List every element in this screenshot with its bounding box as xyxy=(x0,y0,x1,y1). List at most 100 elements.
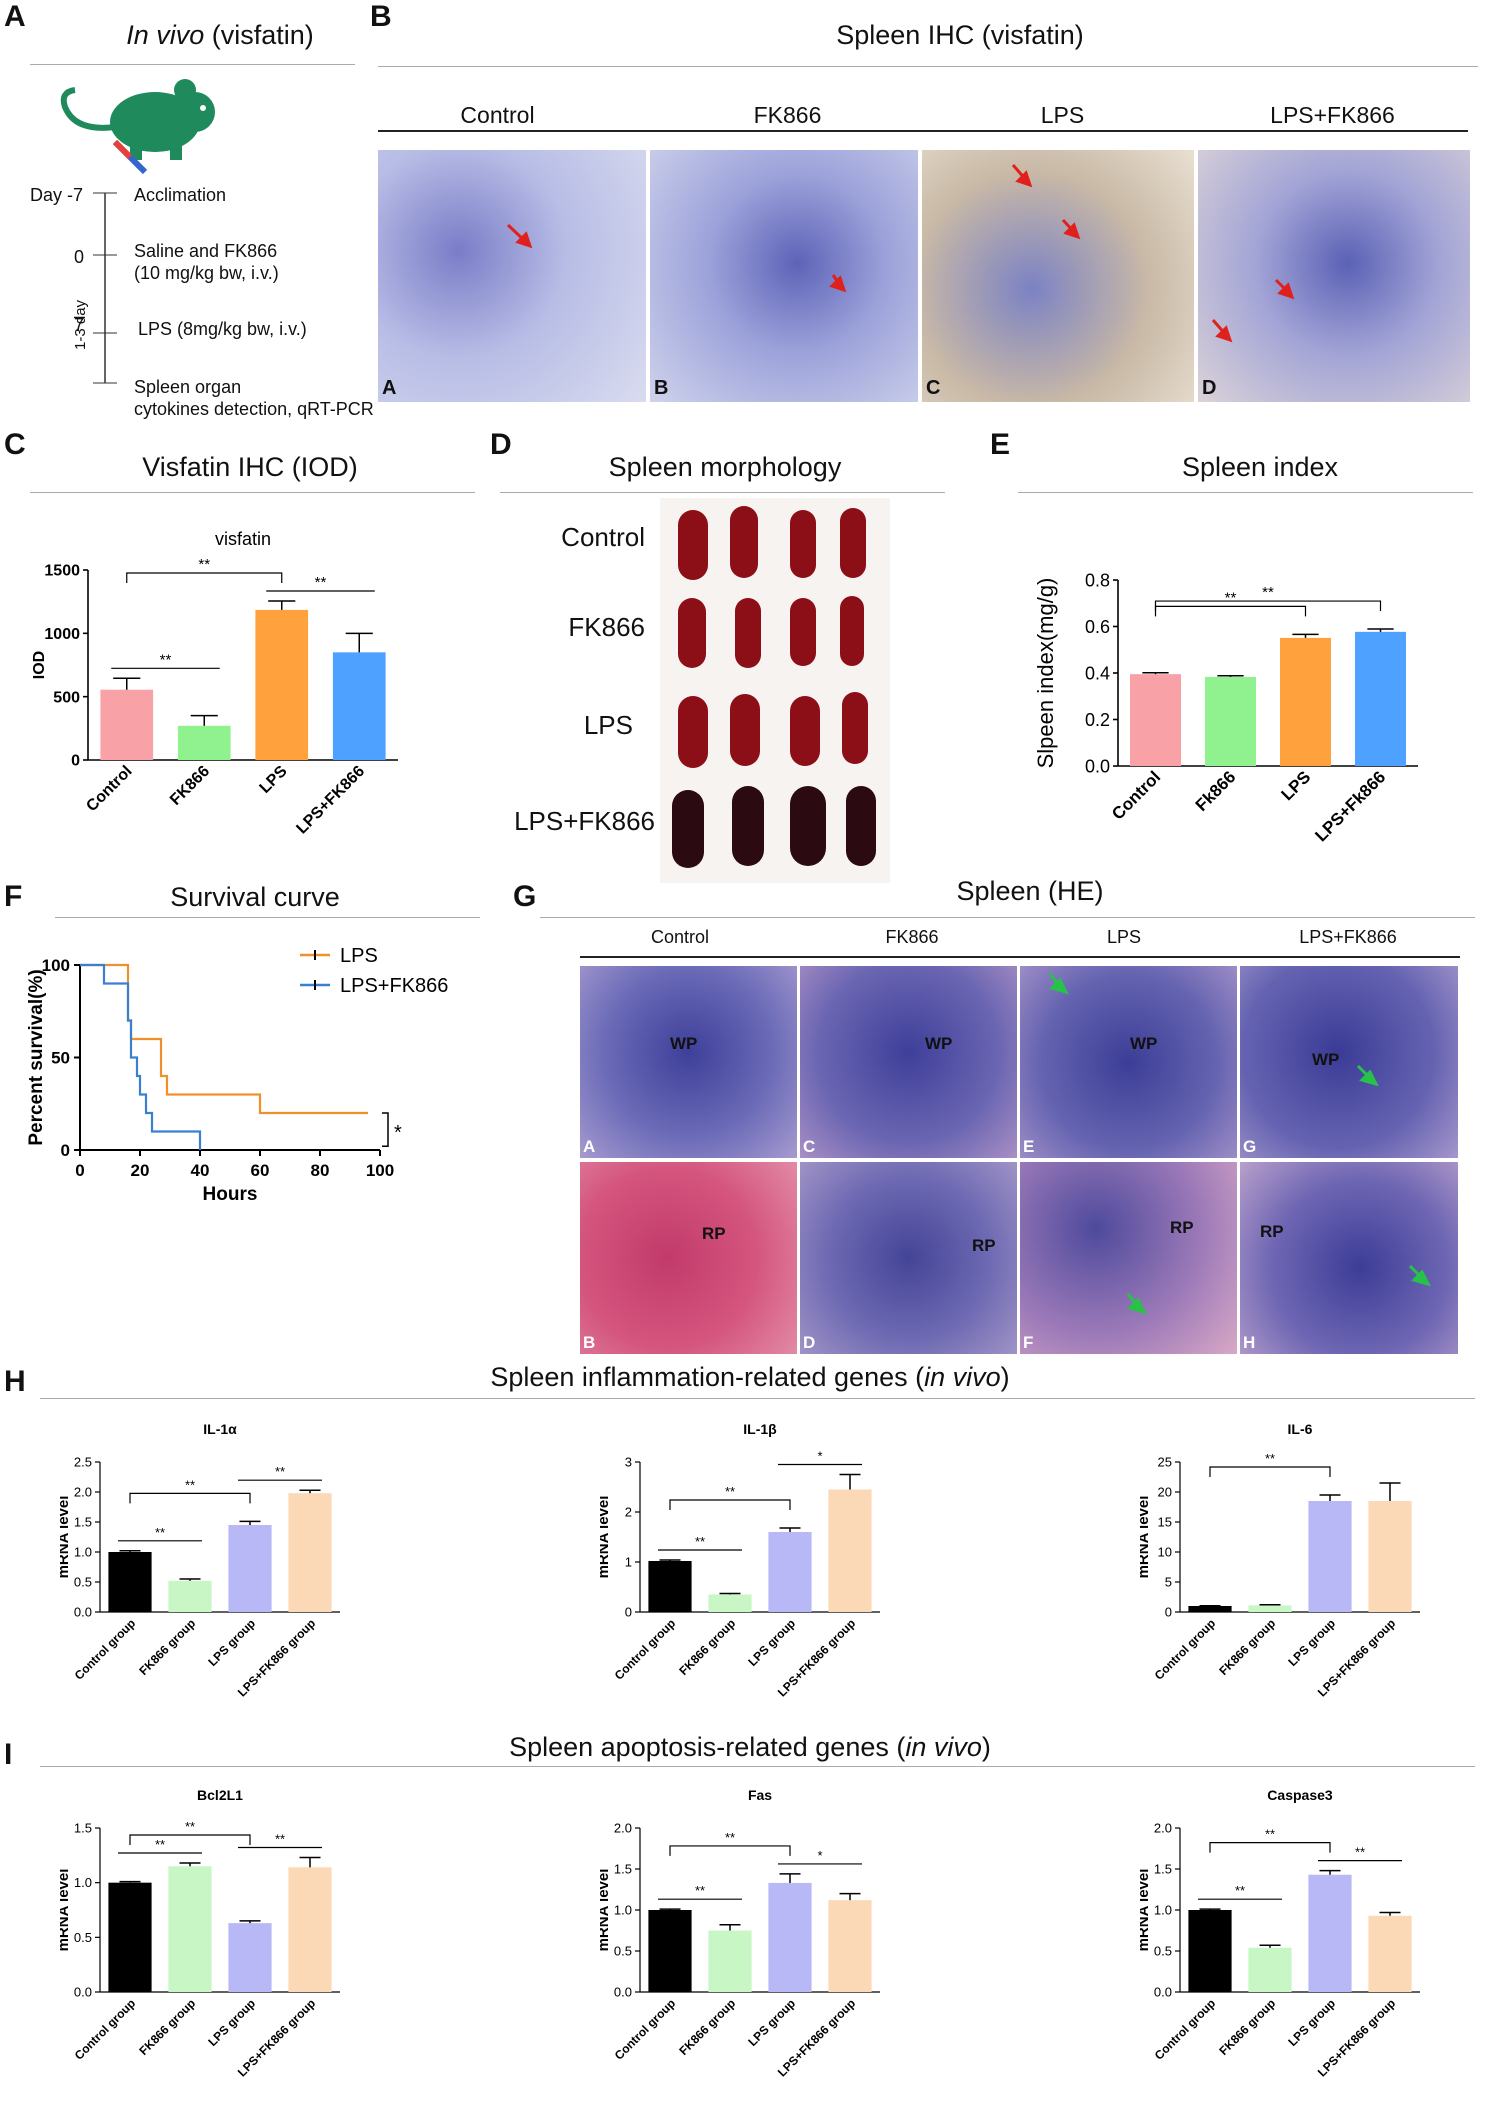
sig-label: ** xyxy=(695,1534,705,1549)
survival-line-2 xyxy=(80,963,202,1150)
y-axis-label: mRNA level xyxy=(600,1496,612,1579)
timeline-day-3: 7 xyxy=(74,315,85,335)
he-tile-f: RP F xyxy=(1020,1162,1237,1354)
y-tick-label: 1.5 xyxy=(74,1821,92,1836)
panel-d-rule xyxy=(500,492,945,493)
y-tick-label: 3 xyxy=(625,1455,632,1470)
sig-label: ** xyxy=(1355,1845,1365,1860)
panel-g-col-lps: LPS xyxy=(1106,927,1142,947)
y-tick-label: 5 xyxy=(1165,1575,1172,1590)
y-tick-label: 0.8 xyxy=(1085,570,1110,590)
y-axis-label: IOD xyxy=(31,651,48,679)
y-axis-label: mRNA level xyxy=(60,1496,72,1579)
sig-label: ** xyxy=(275,1464,285,1479)
sig-bracket xyxy=(1209,1466,1331,1477)
he-tile-g: WP G xyxy=(1240,966,1458,1158)
y-tick-label: 15 xyxy=(1158,1515,1172,1530)
y-tick-label: 0 xyxy=(61,1141,70,1160)
y-tick-label: 2.5 xyxy=(74,1455,92,1470)
y-tick-label: 1.0 xyxy=(74,1875,92,1890)
he-tile-c: WP C xyxy=(800,966,1017,1158)
panel-a-letter: A xyxy=(4,0,26,33)
panel-b-rule xyxy=(378,66,1478,67)
he-tile-a: WP A xyxy=(580,966,797,1158)
bcl2l1-chart: Bcl2L1 0.0 0.5 1.0 1.5 mRNA level Control grou… xyxy=(60,1787,340,2079)
panel-b-col-fk866: FK866 xyxy=(753,102,822,128)
chart-title: IL-1β xyxy=(743,1421,777,1437)
ihc-tile-lps: C xyxy=(922,150,1194,402)
x-tick-label: FK866 group xyxy=(136,1616,198,1678)
chart-title: IL-6 xyxy=(1288,1421,1313,1437)
panel-b-col-lpsfk: LPS+FK866 xyxy=(1270,102,1395,128)
chart-title: IL-1α xyxy=(203,1421,237,1437)
bar-3 xyxy=(1308,1874,1352,1992)
y-tick-label: 1500 xyxy=(44,563,80,580)
syringe-icon xyxy=(112,139,148,175)
x-tick-label: Fk866 xyxy=(1192,767,1240,815)
panel-f-title: Survival curve xyxy=(170,882,340,912)
y-tick-label: 500 xyxy=(53,689,80,706)
bar-4 xyxy=(828,1900,872,1992)
x-tick-label: Control group xyxy=(1152,1996,1218,2062)
panel-g-col-rule xyxy=(580,956,1460,958)
x-tick-label: LPS xyxy=(1278,767,1315,804)
x-tick-label: LPS group xyxy=(205,1996,258,2049)
x-tick-label: LPS group xyxy=(1285,1616,1338,1669)
timeline-day-2: 0 xyxy=(74,247,85,267)
panel-h-letter: H xyxy=(4,1365,26,1398)
visfatin-iod-chart: visfatin 0 500 1000 1500 IOD Control FK866 LPS LP… xyxy=(31,529,398,837)
y-tick-label: 1.5 xyxy=(1154,1862,1172,1877)
panel-a-title: In vivo (visfatin) xyxy=(126,20,314,50)
sig-bracket xyxy=(1154,600,1382,612)
x-tick-label: FK866 group xyxy=(676,1996,738,2058)
x-tick-label: FK866 group xyxy=(1216,1996,1278,2058)
y-tick-label: 2.0 xyxy=(74,1485,92,1500)
chart-title: Caspase3 xyxy=(1267,1787,1333,1803)
sig-bracket xyxy=(1154,605,1307,617)
sig-label: ** xyxy=(315,574,327,591)
y-tick-label: 25 xyxy=(1158,1455,1172,1470)
spleen-row-lps: LPS xyxy=(583,710,633,740)
bar-4 xyxy=(828,1489,872,1612)
timeline-step-2: Saline and FK866 (10 mg/kg bw, i.v.) xyxy=(134,241,279,283)
he-tile-h: RP H xyxy=(1240,1162,1458,1354)
panel-h-title: Spleen inflammation-related genes (in vi… xyxy=(490,1362,1010,1392)
x-tick-label: 0 xyxy=(75,1161,84,1180)
sig-label: ** xyxy=(1265,1451,1275,1466)
bar-1 xyxy=(100,689,154,760)
bar-2 xyxy=(1248,1605,1292,1612)
y-tick-label: 0.6 xyxy=(1085,617,1110,637)
bar-4 xyxy=(288,1867,332,1992)
panel-g-col-lpsfk: LPS+FK866 xyxy=(1299,927,1397,947)
panel-f-letter: F xyxy=(4,880,23,913)
survival-line-1 xyxy=(80,963,368,1115)
y-axis-label: mRNA level xyxy=(600,1869,612,1952)
x-tick-label: LPS xyxy=(257,763,291,797)
x-tick-label: Control group xyxy=(612,1996,678,2062)
caspase3-chart: Caspase3 0.0 0.5 1.0 1.5 2.0 mRNA level Control… xyxy=(1140,1787,1420,2079)
y-tick-label: 1.5 xyxy=(74,1515,92,1530)
spleen-row-lpsfk: LPS+FK866 xyxy=(514,806,655,836)
timeline-step-3: LPS (8mg/kg bw, i.v.) xyxy=(138,319,307,339)
bar-3 xyxy=(255,609,309,760)
y-tick-label: 1.0 xyxy=(1154,1903,1172,1918)
sig-label: ** xyxy=(695,1883,705,1898)
x-tick-label: LPS group xyxy=(745,1616,798,1669)
spleen-index-chart: 0.0 0.2 0.4 0.6 0.8 Slpeen index(mg/g) Control… xyxy=(1033,570,1418,845)
x-tick-label: 100 xyxy=(366,1161,394,1180)
x-tick-label: 80 xyxy=(311,1161,330,1180)
bar-1 xyxy=(648,1561,692,1612)
bar-2 xyxy=(1248,1947,1292,1992)
y-tick-label: 1.0 xyxy=(74,1545,92,1560)
panel-i-title: Spleen apoptosis-related genes (in vivo) xyxy=(509,1732,991,1762)
x-tick-label: LPS group xyxy=(745,1996,798,2049)
x-tick-label: 60 xyxy=(251,1161,270,1180)
y-tick-label: 0 xyxy=(1165,1605,1172,1620)
ihc-tile-fk866: B xyxy=(650,150,918,402)
bar-3 xyxy=(1308,1501,1352,1612)
panel-g-col-control: Control xyxy=(650,927,710,947)
sig-bracket xyxy=(129,1492,251,1504)
timeline-bracket-label: 1-3 day xyxy=(72,299,89,350)
bar-1 xyxy=(108,1882,152,1992)
bar-3 xyxy=(228,1525,272,1612)
